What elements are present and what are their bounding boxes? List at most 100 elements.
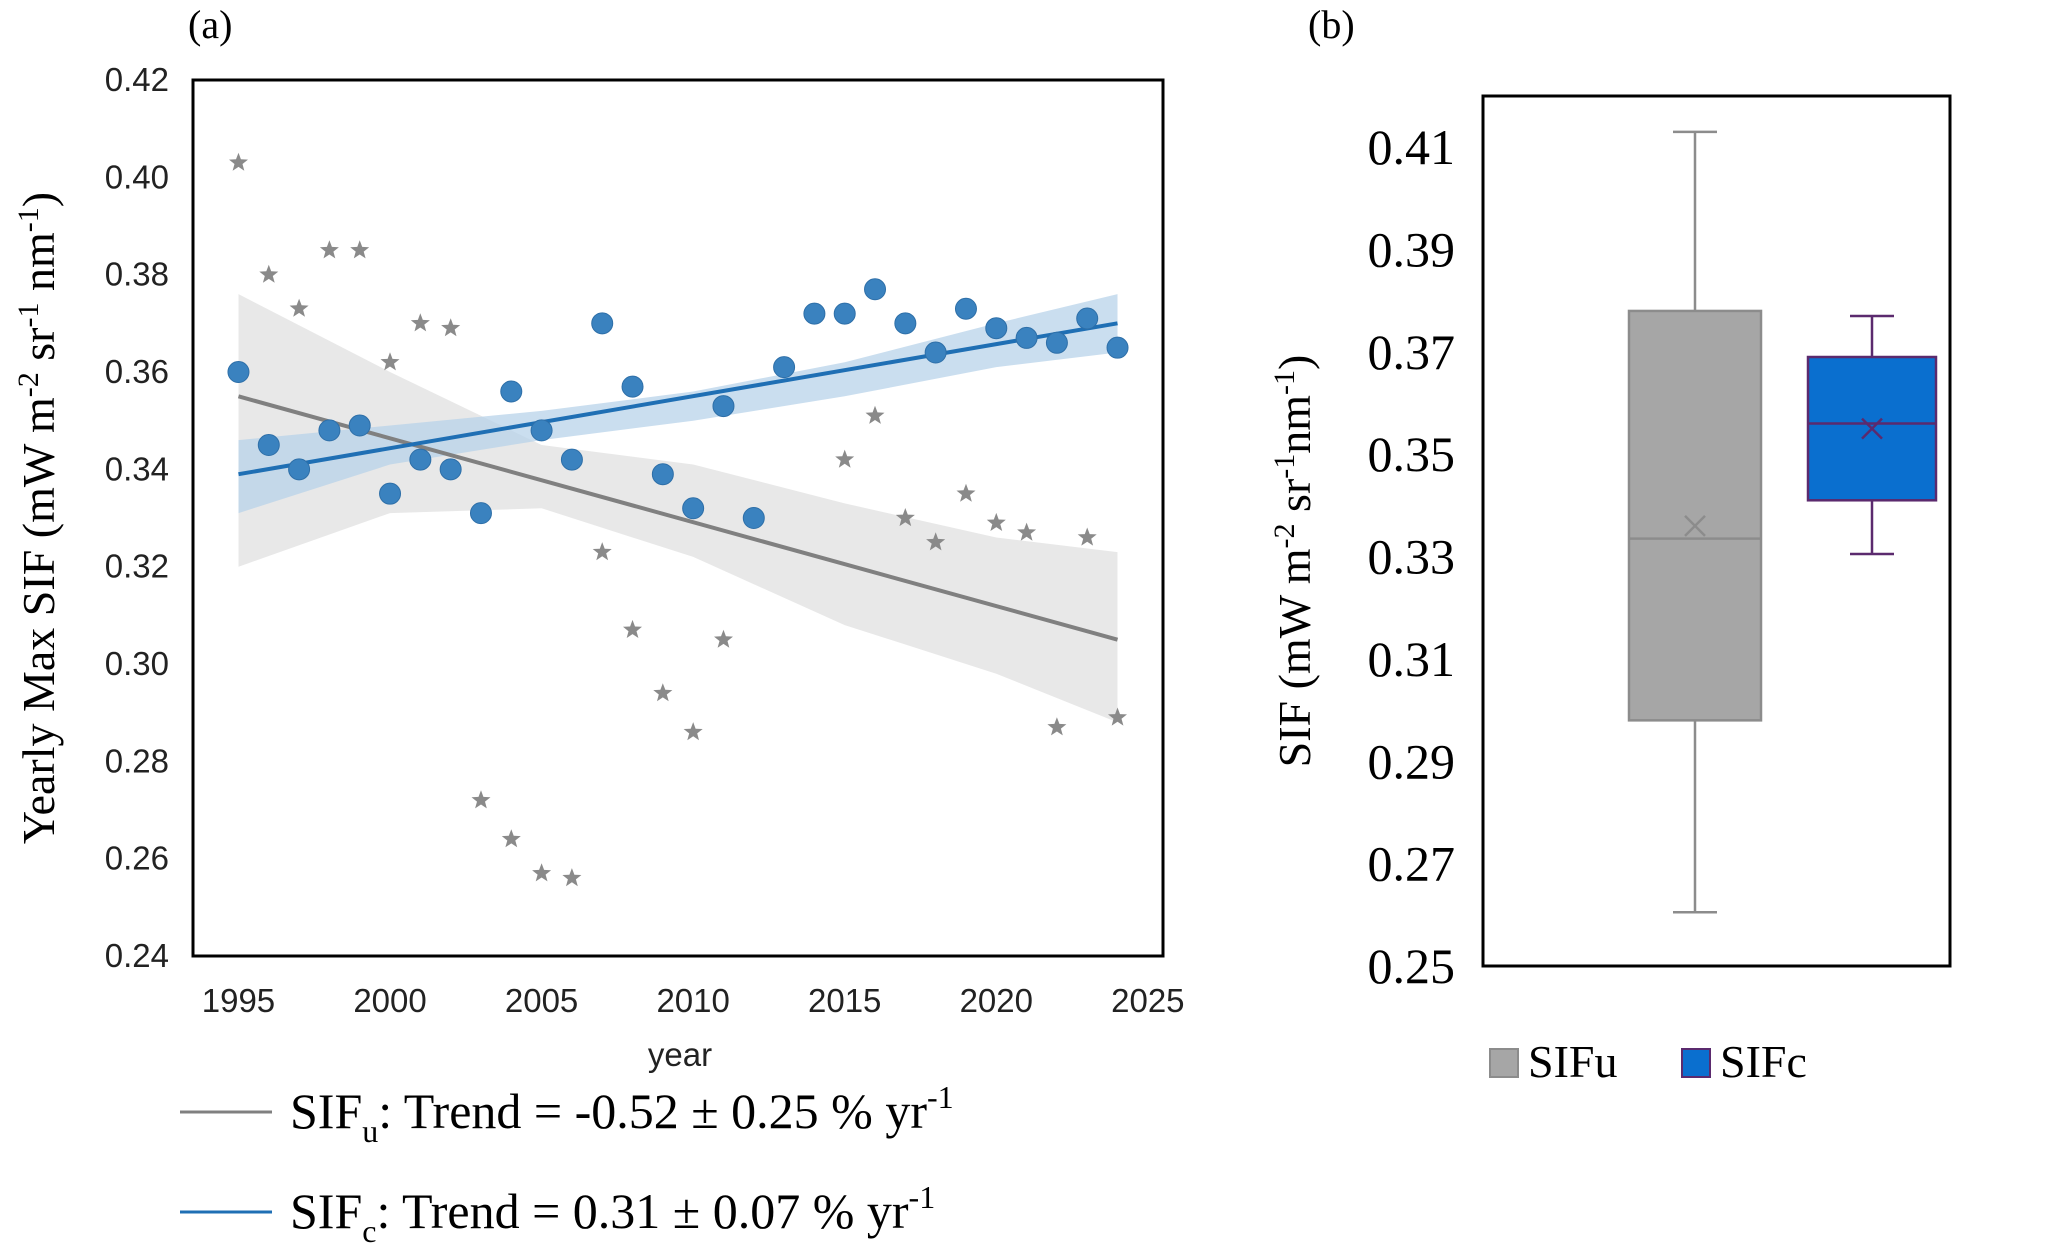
x-tick-label: 2010 <box>656 982 729 1019</box>
x-tick-label: 2015 <box>808 982 881 1019</box>
point-sifu <box>1017 522 1037 541</box>
confidence-band-sifc <box>238 294 1118 514</box>
legend-swatch-sifc <box>1681 1048 1711 1078</box>
point-sifc <box>379 482 402 505</box>
iqr-box <box>1627 309 1763 722</box>
point-sifc <box>924 341 947 364</box>
box-sifc <box>1806 314 1938 556</box>
point-sifu <box>410 313 430 332</box>
legend-sub: u <box>362 1113 378 1149</box>
scatter-panel: 1995 2000 2005 2010 2015 2020 2025 0.240.260.2… <box>12 61 1185 1249</box>
legend-sup: -1 <box>927 1079 954 1115</box>
point-sifc <box>409 448 432 471</box>
point-sifc <box>227 361 250 383</box>
legend-swatch-sifu <box>1489 1048 1519 1078</box>
y-tick-labels: 0.25 0.27 0.29 0.31 0.33 0.35 0.37 0.39 0.41 <box>1368 119 1456 994</box>
point-sifu <box>380 352 400 371</box>
y-label-part: ) <box>13 192 64 207</box>
legend-sup: -1 <box>909 1179 936 1215</box>
point-sifu <box>319 240 339 259</box>
point-sifc <box>1106 336 1129 359</box>
y-axis-label: Yearly Max SIF (mW m-2 sr-1 nm-1) <box>12 192 64 844</box>
point-sifu <box>441 318 461 337</box>
point-sifu <box>926 532 946 551</box>
point-sifc <box>864 278 887 301</box>
point-sifc <box>257 434 280 456</box>
trend-lines <box>237 321 1119 642</box>
iqr-box <box>1806 355 1938 502</box>
legend: SIFu: Trend = -0.52 ± 0.25 % yr-1 SIFc: … <box>180 1079 954 1249</box>
point-sifc <box>500 380 523 403</box>
legend-base: SIF <box>290 1183 362 1239</box>
legend-text: : Trend = 0.31 ± 0.07 % yr <box>376 1183 908 1239</box>
point-sifu <box>956 483 976 502</box>
confidence-band-sifu <box>238 294 1118 723</box>
x-tick-label: 2005 <box>505 982 578 1019</box>
y-label-sup: -1 <box>12 303 45 328</box>
point-sifc <box>530 419 553 442</box>
y-tick-label: 0.37 <box>1368 324 1456 380</box>
y-label-main: Yearly Max SIF (mW m <box>13 397 64 844</box>
point-sifc <box>591 312 614 335</box>
x-axis-label: year <box>648 1036 712 1073</box>
y-tick-label: 0.31 <box>1368 631 1456 687</box>
point-sifc <box>469 502 492 525</box>
point-sifc <box>742 507 765 529</box>
point-sifc <box>682 497 705 520</box>
point-sifu <box>986 512 1006 531</box>
y-tick-label: 0.30 <box>105 645 169 682</box>
plot-frame <box>191 78 1165 958</box>
y-label-sup: -1 <box>12 207 45 232</box>
point-sifu <box>259 264 279 283</box>
y-tick-label: 0.35 <box>1368 426 1456 482</box>
x-tick-label: 2000 <box>353 982 426 1019</box>
confidence-bands <box>238 294 1118 723</box>
point-sifu <box>653 683 673 702</box>
y-label-sup: -2 <box>12 372 45 397</box>
point-sifu <box>562 868 582 887</box>
y-label-part: sr <box>1269 479 1320 524</box>
y-tick-label: 0.29 <box>1368 733 1456 789</box>
y-label-sup: -1 <box>1268 454 1301 479</box>
point-sifu <box>229 152 248 171</box>
x-tick-label: 1995 <box>202 982 275 1019</box>
y-tick-label: 0.34 <box>105 450 169 487</box>
y-tick-labels: 0.24 0.26 0.28 0.30 0.32 0.34 0.36 0.38 0.40 0.42 <box>105 61 169 974</box>
y-label-part: ) <box>1269 355 1320 370</box>
x-tick-labels: 1995 2000 2005 2010 2015 2020 2025 <box>202 982 1185 1019</box>
x-tick-label: 2020 <box>960 982 1033 1019</box>
y-tick-label: 0.25 <box>1368 938 1456 994</box>
y-axis-label: SIF (mW m-2 sr-1nm-1) <box>1268 355 1320 768</box>
y-label-sup: -2 <box>1268 523 1301 548</box>
point-sifu <box>835 449 855 468</box>
point-sifc <box>1045 331 1068 354</box>
x-tick-label: 2025 <box>1111 982 1184 1019</box>
point-sifu <box>895 508 915 527</box>
point-sifc <box>318 419 341 442</box>
legend-text: : Trend = -0.52 ± 0.25 % yr <box>378 1083 927 1139</box>
y-tick-label: 0.36 <box>105 353 169 390</box>
legend-label-sifc: SIFc: Trend = 0.31 ± 0.07 % yr-1 <box>290 1179 935 1249</box>
y-label-part: sr <box>13 328 64 373</box>
box-sifu <box>1627 130 1763 914</box>
panel-a-label: (a) <box>188 2 232 47</box>
y-label-main: SIF (mW m <box>1269 548 1320 767</box>
point-sifu <box>592 542 612 561</box>
point-sifc <box>560 448 583 471</box>
point-sifu <box>350 240 370 259</box>
y-tick-label: 0.27 <box>1368 836 1456 892</box>
panel-b-label: (b) <box>1308 2 1355 47</box>
legend-base: SIF <box>290 1083 362 1139</box>
point-sifu <box>714 629 733 648</box>
point-sifc <box>985 317 1008 340</box>
trend-line-sifu <box>237 394 1119 642</box>
point-sifu <box>1108 707 1127 726</box>
point-sifu <box>1077 527 1097 546</box>
legend-label-sifc: SIFc <box>1720 1036 1807 1087</box>
y-tick-label: 0.28 <box>105 742 169 779</box>
point-sifu <box>623 619 642 638</box>
y-label-part: nm <box>1269 395 1320 454</box>
legend-sub: c <box>362 1213 376 1249</box>
point-sifc <box>833 302 856 325</box>
point-sifc <box>348 414 371 437</box>
